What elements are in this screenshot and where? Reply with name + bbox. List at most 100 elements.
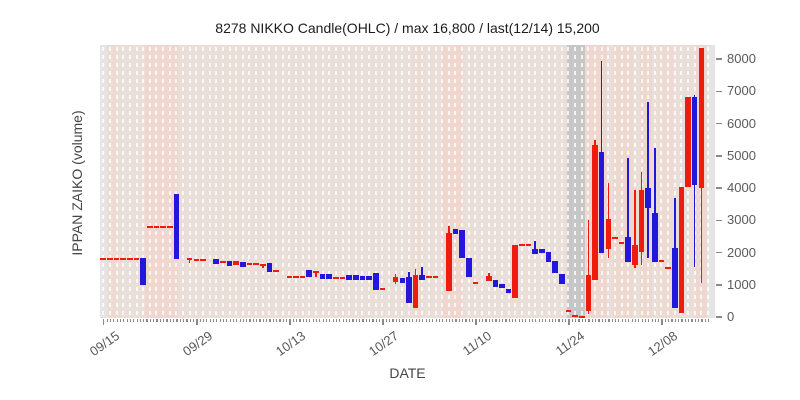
day-gridline xyxy=(474,47,477,316)
candle-up xyxy=(233,261,239,266)
x-minor-tick xyxy=(385,319,387,322)
day-gridline xyxy=(182,47,185,316)
x-minor-tick xyxy=(598,319,600,322)
day-gridline xyxy=(467,47,470,316)
candle-down xyxy=(213,259,220,264)
x-minor-tick xyxy=(395,319,397,322)
x-minor-tick xyxy=(166,319,168,322)
x-minor-tick xyxy=(518,319,520,322)
x-minor-tick xyxy=(588,319,590,322)
x-tick-label: 11/10 xyxy=(459,328,495,359)
x-minor-tick xyxy=(545,319,547,322)
day-gridline xyxy=(188,47,191,316)
x-minor-tick xyxy=(116,319,118,322)
candle-down xyxy=(399,278,406,284)
day-gridline xyxy=(201,47,204,316)
x-minor-tick xyxy=(302,319,304,322)
x-minor-tick xyxy=(418,319,421,322)
day-gridline xyxy=(487,47,490,316)
day-gridline xyxy=(122,47,125,316)
candle-down xyxy=(306,270,313,278)
y-tick xyxy=(716,187,722,189)
x-minor-tick xyxy=(146,319,148,322)
x-minor-tick xyxy=(601,319,603,322)
x-minor-tick xyxy=(332,319,334,322)
day-gridline xyxy=(328,47,331,316)
candle-down xyxy=(173,193,180,260)
x-minor-tick xyxy=(242,319,245,322)
day-gridline xyxy=(660,47,663,316)
day-gridline xyxy=(580,47,583,316)
x-minor-tick xyxy=(312,319,314,322)
x-minor-tick xyxy=(505,319,507,322)
x-major-tick xyxy=(475,319,477,325)
x-minor-tick xyxy=(322,319,324,322)
x-minor-tick xyxy=(595,319,597,322)
day-gridline xyxy=(368,47,371,316)
day-gridline xyxy=(613,47,616,316)
candle-wick xyxy=(654,148,656,262)
x-minor-tick xyxy=(571,319,573,322)
doji-dash xyxy=(339,277,346,280)
x-minor-tick xyxy=(222,319,225,322)
x-major-tick xyxy=(382,319,384,325)
x-minor-tick xyxy=(153,319,155,322)
x-minor-tick xyxy=(508,319,510,322)
x-minor-tick xyxy=(638,319,640,322)
day-gridline xyxy=(680,47,683,316)
x-minor-tick xyxy=(299,319,301,322)
x-minor-tick xyxy=(279,319,281,322)
x-minor-tick xyxy=(309,319,311,322)
day-gridline xyxy=(308,47,311,316)
x-minor-tick xyxy=(113,319,115,322)
x-minor-tick xyxy=(296,319,298,322)
day-gridline xyxy=(554,47,557,316)
day-gridline xyxy=(175,47,178,316)
doji-dash xyxy=(127,258,133,261)
x-minor-tick xyxy=(389,319,391,322)
candle-down xyxy=(319,274,326,280)
x-minor-tick xyxy=(256,319,258,322)
doji-low-wick xyxy=(261,265,264,269)
x-minor-tick xyxy=(581,319,583,322)
x-minor-tick xyxy=(608,319,610,322)
day-gridline xyxy=(447,47,450,316)
day-gridline xyxy=(587,47,590,316)
x-minor-tick xyxy=(199,319,201,322)
chart-title: 8278 NIKKO Candle(OHLC) / max 16,800 / l… xyxy=(215,20,600,36)
day-gridline xyxy=(228,47,231,316)
x-minor-tick xyxy=(541,319,544,322)
day-gridline xyxy=(540,47,543,316)
x-minor-tick xyxy=(455,319,457,322)
candle-up xyxy=(412,274,419,309)
x-minor-tick xyxy=(402,319,404,322)
doji-dash xyxy=(519,243,525,246)
day-gridline xyxy=(348,47,351,316)
x-minor-tick xyxy=(452,319,454,322)
x-minor-tick xyxy=(276,319,278,322)
y-tick-label: 1000 xyxy=(727,276,756,292)
x-minor-tick xyxy=(498,319,500,322)
day-gridline xyxy=(255,47,258,316)
day-gridline xyxy=(301,47,304,316)
x-minor-tick xyxy=(654,319,657,322)
candle-down xyxy=(419,274,426,280)
x-minor-tick xyxy=(438,319,441,322)
x-minor-tick xyxy=(707,319,710,322)
x-minor-tick xyxy=(335,319,338,322)
x-minor-tick xyxy=(482,319,484,322)
y-tick-label: 0 xyxy=(727,309,735,325)
x-minor-tick xyxy=(372,319,374,322)
x-minor-tick xyxy=(106,319,108,322)
x-minor-tick xyxy=(269,319,271,322)
doji-dash xyxy=(166,225,173,228)
x-minor-tick xyxy=(262,319,264,322)
x-minor-tick xyxy=(123,319,125,322)
x-minor-tick xyxy=(704,319,706,322)
candle-down xyxy=(492,279,499,287)
day-gridline xyxy=(547,47,550,316)
day-gridline xyxy=(168,47,171,316)
x-minor-tick xyxy=(688,319,690,322)
doji-dash xyxy=(120,258,127,261)
doji-dash xyxy=(379,288,386,291)
